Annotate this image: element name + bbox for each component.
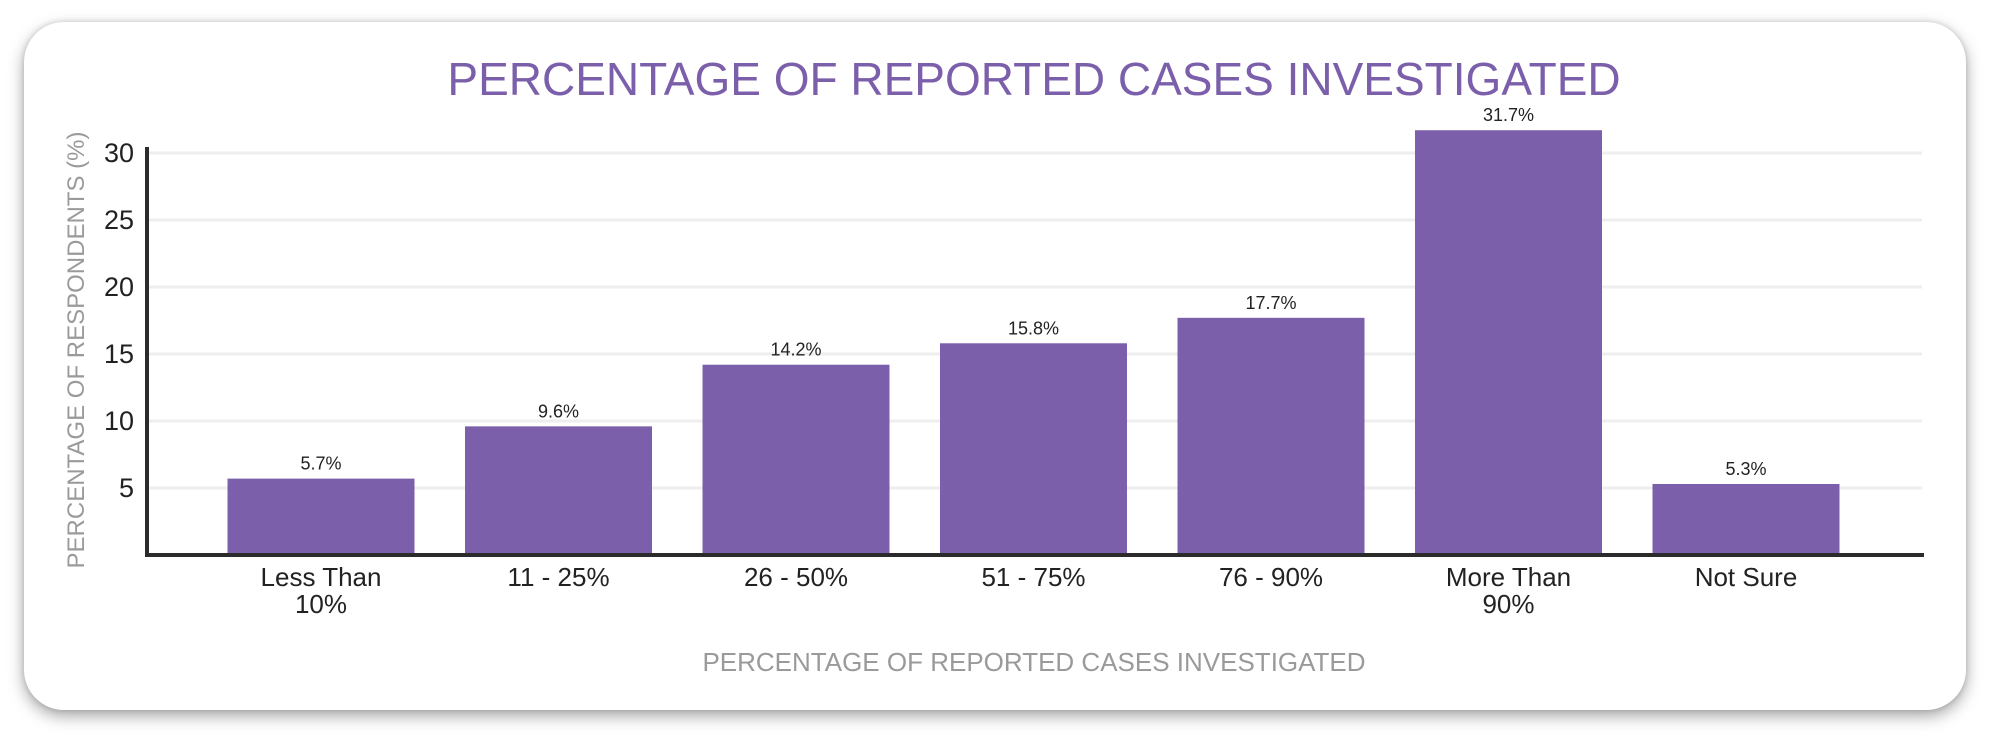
y-tick-label: 15 [104,339,134,369]
bar-value-label: 9.6% [538,401,579,421]
bar-value-label: 15.8% [1008,318,1059,338]
x-tick-labels: Less Than 10% 11 - 25% 26 - 50% 51 - 75% 76 -… [261,562,1798,619]
x-tick-label: Not Sure [1695,562,1798,592]
bar [465,426,652,555]
chart-title: PERCENTAGE OF REPORTED CASES INVESTIGATE… [447,53,1620,105]
x-tick-label: 76 - 90% [1219,562,1323,592]
y-tick-label: 5 [119,473,134,503]
bar-value-label: 31.7% [1483,105,1534,125]
y-tick-labels: 5 10 15 20 25 30 [104,138,134,503]
bar [1415,130,1602,555]
value-labels: 5.7% 9.6% 14.2% 15.8% 17.7% 31.7% 5.3% [300,105,1766,479]
y-tick-label: 30 [104,138,134,168]
x-tick-label: 51 - 75% [981,562,1085,592]
bar-value-label: 5.7% [300,454,341,474]
bar [702,364,890,555]
x-tick-label: More Than 90% [1446,562,1571,619]
y-tick-label: 20 [104,272,134,302]
y-axis-label: PERCENTAGE OF RESPONDENTS (%) [63,132,90,569]
bar [227,478,415,555]
bar [1652,483,1840,555]
bar [940,343,1127,555]
bar-value-label: 5.3% [1725,459,1766,479]
x-tick-label: 26 - 50% [744,562,848,592]
bar-value-label: 14.2% [770,340,821,360]
bars [227,130,1840,555]
x-axis-label: PERCENTAGE OF REPORTED CASES INVESTIGATE… [702,647,1365,677]
y-tick-label: 10 [104,406,134,436]
bar-value-label: 17.7% [1245,293,1296,313]
bar [1177,317,1365,555]
x-tick-label: Less Than 10% [261,562,382,619]
y-tick-label: 25 [104,205,134,235]
x-tick-label: 11 - 25% [507,562,609,592]
